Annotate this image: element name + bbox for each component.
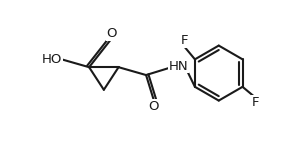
Text: HN: HN — [169, 60, 188, 73]
Text: O: O — [106, 27, 117, 40]
Text: F: F — [180, 34, 188, 47]
Text: F: F — [251, 96, 259, 109]
Text: O: O — [149, 100, 159, 113]
Text: HO: HO — [42, 53, 62, 66]
